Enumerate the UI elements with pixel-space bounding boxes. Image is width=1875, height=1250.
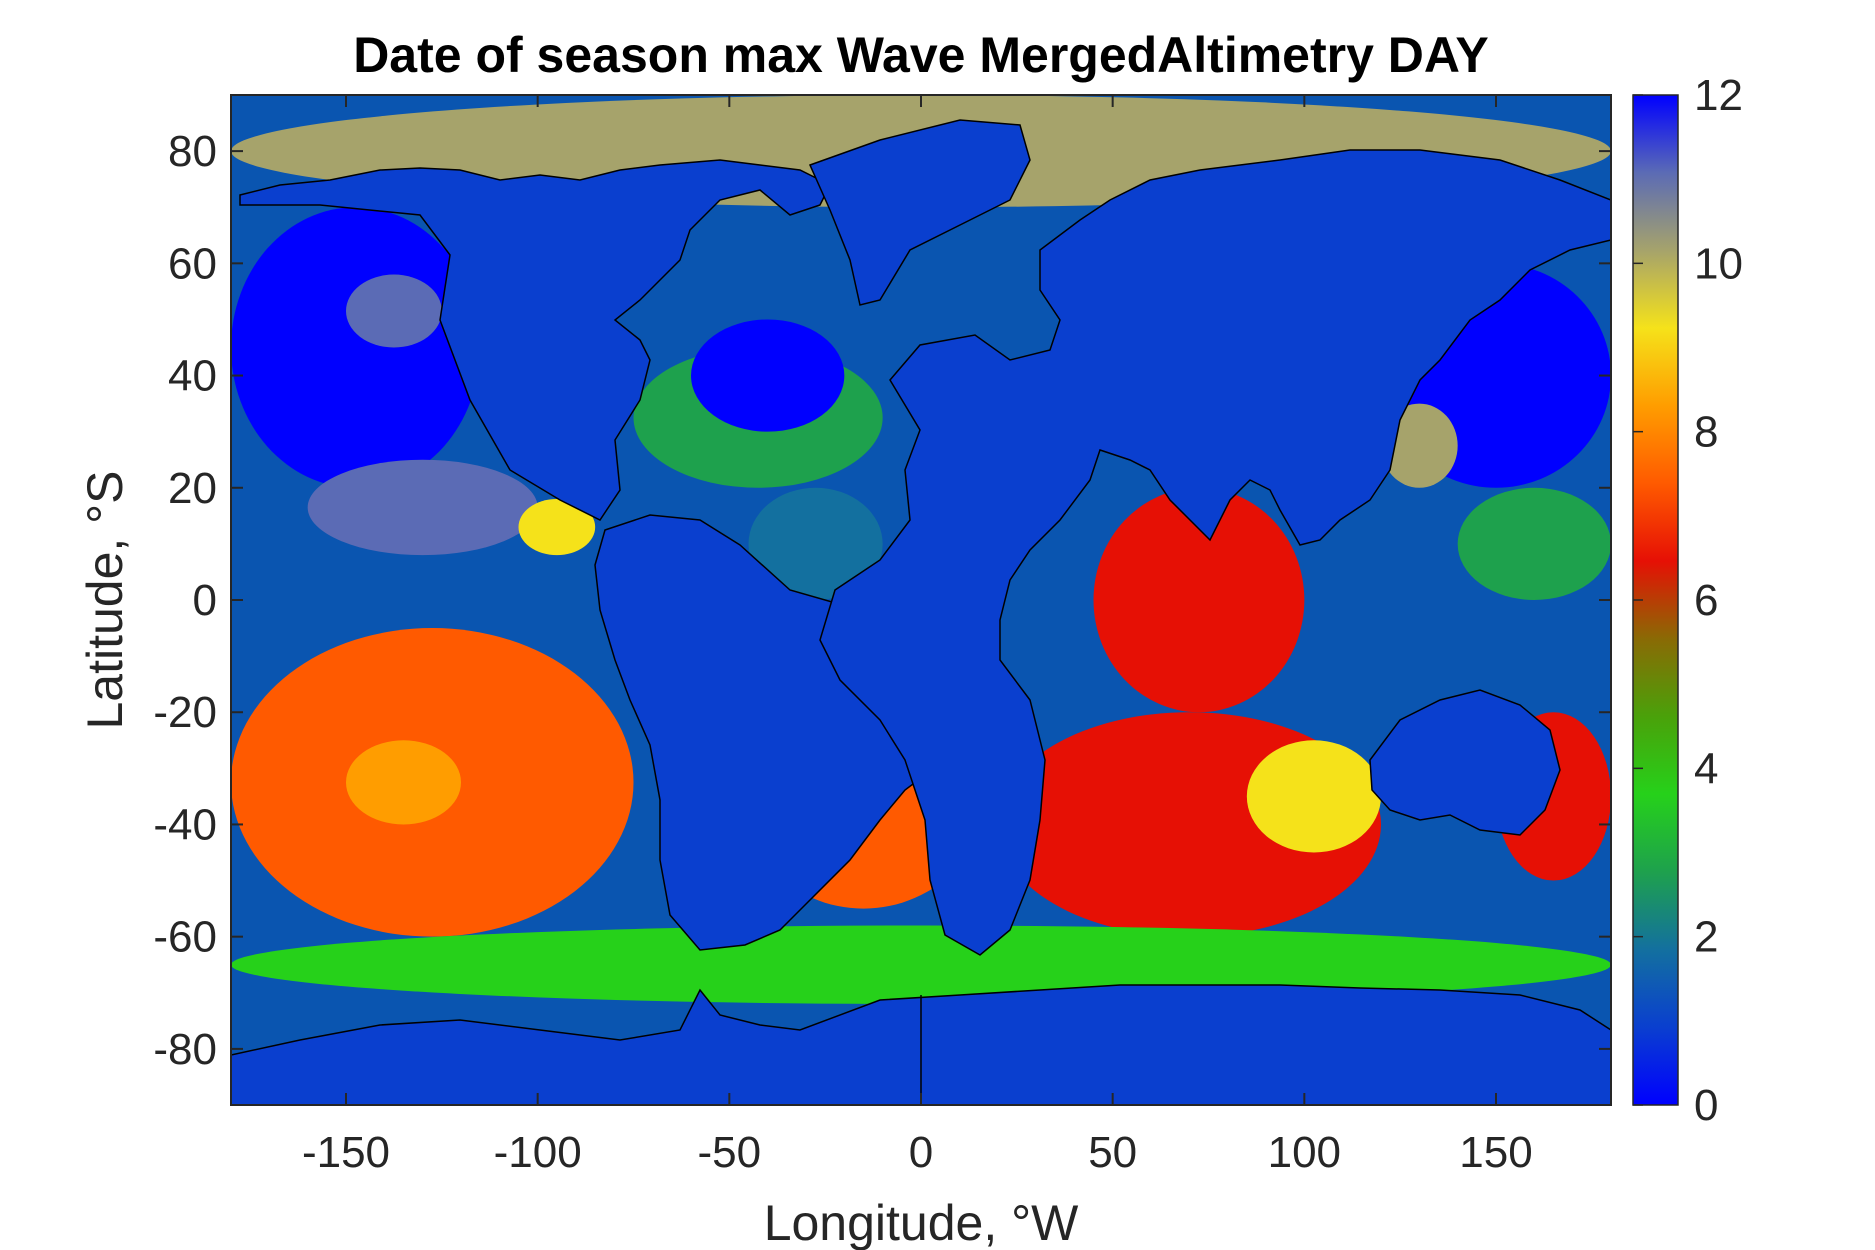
y-tick-label: -40 (153, 800, 217, 849)
x-tick-label: -100 (494, 1128, 582, 1177)
x-tick-label: 0 (909, 1128, 933, 1177)
region-gulf-of-alaska (346, 274, 442, 348)
x-tick-label: 150 (1459, 1128, 1532, 1177)
colorbar-tick-label: 6 (1694, 576, 1718, 625)
region-north-atlantic-central (691, 319, 845, 432)
x-tick-label: -150 (302, 1128, 390, 1177)
x-axis-ticks: -150 -100 -50 0 50 100 150 (302, 95, 1533, 1177)
colorbar-tick-label: 2 (1694, 913, 1718, 962)
land-australia (1369, 689, 1561, 836)
y-tick-label: -60 (153, 913, 217, 962)
region-southeast-indian (1246, 740, 1381, 853)
y-tick-label: 0 (193, 576, 217, 625)
plot-area (231, 95, 1611, 1105)
region-equatorial-atlantic (748, 487, 883, 600)
region-central-american-coast (518, 499, 596, 556)
x-tick-label: 50 (1088, 1128, 1137, 1177)
x-axis-label: Longitude, °W (764, 1195, 1079, 1250)
land-greenland (808, 119, 1031, 306)
colorbar-tick-label: 4 (1694, 744, 1718, 793)
x-tick-label: 100 (1268, 1128, 1341, 1177)
y-tick-label: 80 (168, 127, 217, 176)
colorbar-tick-label: 0 (1694, 1081, 1718, 1130)
y-tick-label: -80 (153, 1025, 217, 1074)
colorbar-tick-label: 12 (1694, 71, 1743, 120)
y-axis-label: Latitude, °S (77, 470, 133, 729)
y-tick-label: 40 (168, 352, 217, 401)
region-western-tropical-pacific (1457, 487, 1611, 600)
y-tick-label: -20 (153, 688, 217, 737)
region-north-pacific (231, 207, 481, 488)
land-eurasia-africa (819, 149, 1611, 956)
y-tick-label: 20 (168, 464, 217, 513)
colorbar-ticks: 0 2 4 6 8 10 12 (1633, 71, 1743, 1130)
region-east-china-sea (1381, 403, 1458, 488)
region-indian-ocean-north (1093, 487, 1305, 713)
land-north-america (239, 159, 832, 521)
region-tropical-eastern-pacific (307, 459, 538, 556)
region-south-pacific-west (346, 740, 461, 825)
colorbar-tick-label: 10 (1694, 239, 1743, 288)
chart-title: Date of season max Wave MergedAltimetry … (353, 27, 1489, 83)
x-tick-label: -50 (698, 1128, 762, 1177)
y-tick-label: 60 (168, 239, 217, 288)
land-layer (231, 119, 1611, 1105)
colorbar-tick-label: 8 (1694, 408, 1718, 457)
y-axis-ticks: 80 60 40 20 0 -20 -40 -60 -80 (153, 127, 1611, 1074)
